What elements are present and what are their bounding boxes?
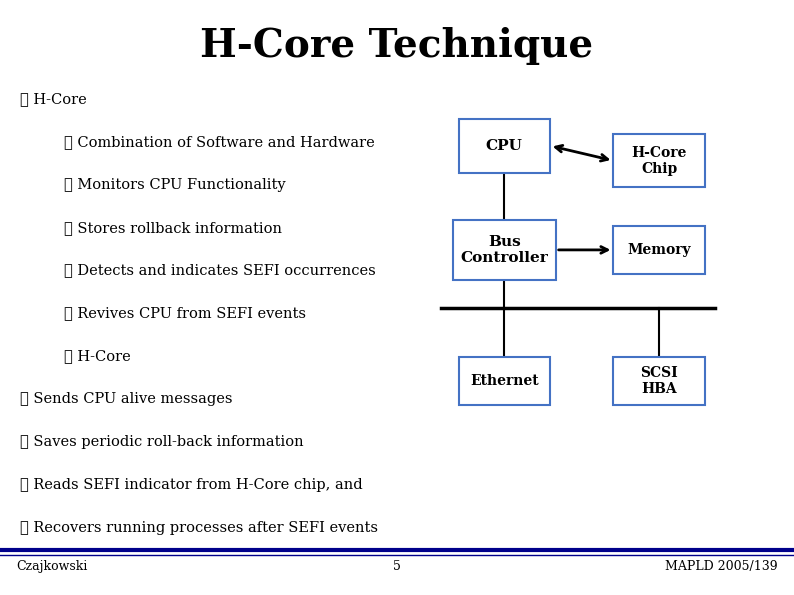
Text: Memory: Memory [627,243,691,257]
Bar [613,226,705,274]
Text: ✔ Reads SEFI indicator from H-Core chip, and: ✔ Reads SEFI indicator from H-Core chip,… [20,478,363,492]
Text: SCSI
HBA: SCSI HBA [640,366,678,396]
Text: ✔ Revives CPU from SEFI events: ✔ Revives CPU from SEFI events [64,306,306,321]
Text: ✔ Detects and indicates SEFI occurrences: ✔ Detects and indicates SEFI occurrences [64,264,376,278]
Bar [613,357,705,405]
Text: ✔ Stores rollback information: ✔ Stores rollback information [64,221,282,235]
Text: MAPLD 2005/139: MAPLD 2005/139 [665,560,778,574]
Text: Czajkowski: Czajkowski [16,560,87,574]
Text: 5: 5 [393,560,401,574]
Bar [459,119,549,173]
Bar [613,134,705,187]
Text: Bus
Controller: Bus Controller [461,235,548,265]
Text: ➢ H-Core: ➢ H-Core [20,92,87,107]
Text: ✔ Monitors CPU Functionality: ✔ Monitors CPU Functionality [64,178,285,192]
Text: H-Core
Chip: H-Core Chip [631,146,687,176]
Text: ✔ Combination of Software and Hardware: ✔ Combination of Software and Hardware [64,135,374,149]
Text: Ethernet: Ethernet [470,374,538,388]
Text: CPU: CPU [486,139,522,153]
Text: H-Core Technique: H-Core Technique [200,27,594,65]
Text: ✔ Recovers running processes after SEFI events: ✔ Recovers running processes after SEFI … [20,521,378,535]
Text: ✔ Sends CPU alive messages: ✔ Sends CPU alive messages [20,392,233,406]
Text: ✔ Saves periodic roll-back information: ✔ Saves periodic roll-back information [20,435,303,449]
Bar [453,220,556,280]
Bar [459,357,549,405]
Text: ➢ H-Core: ➢ H-Core [64,349,130,364]
